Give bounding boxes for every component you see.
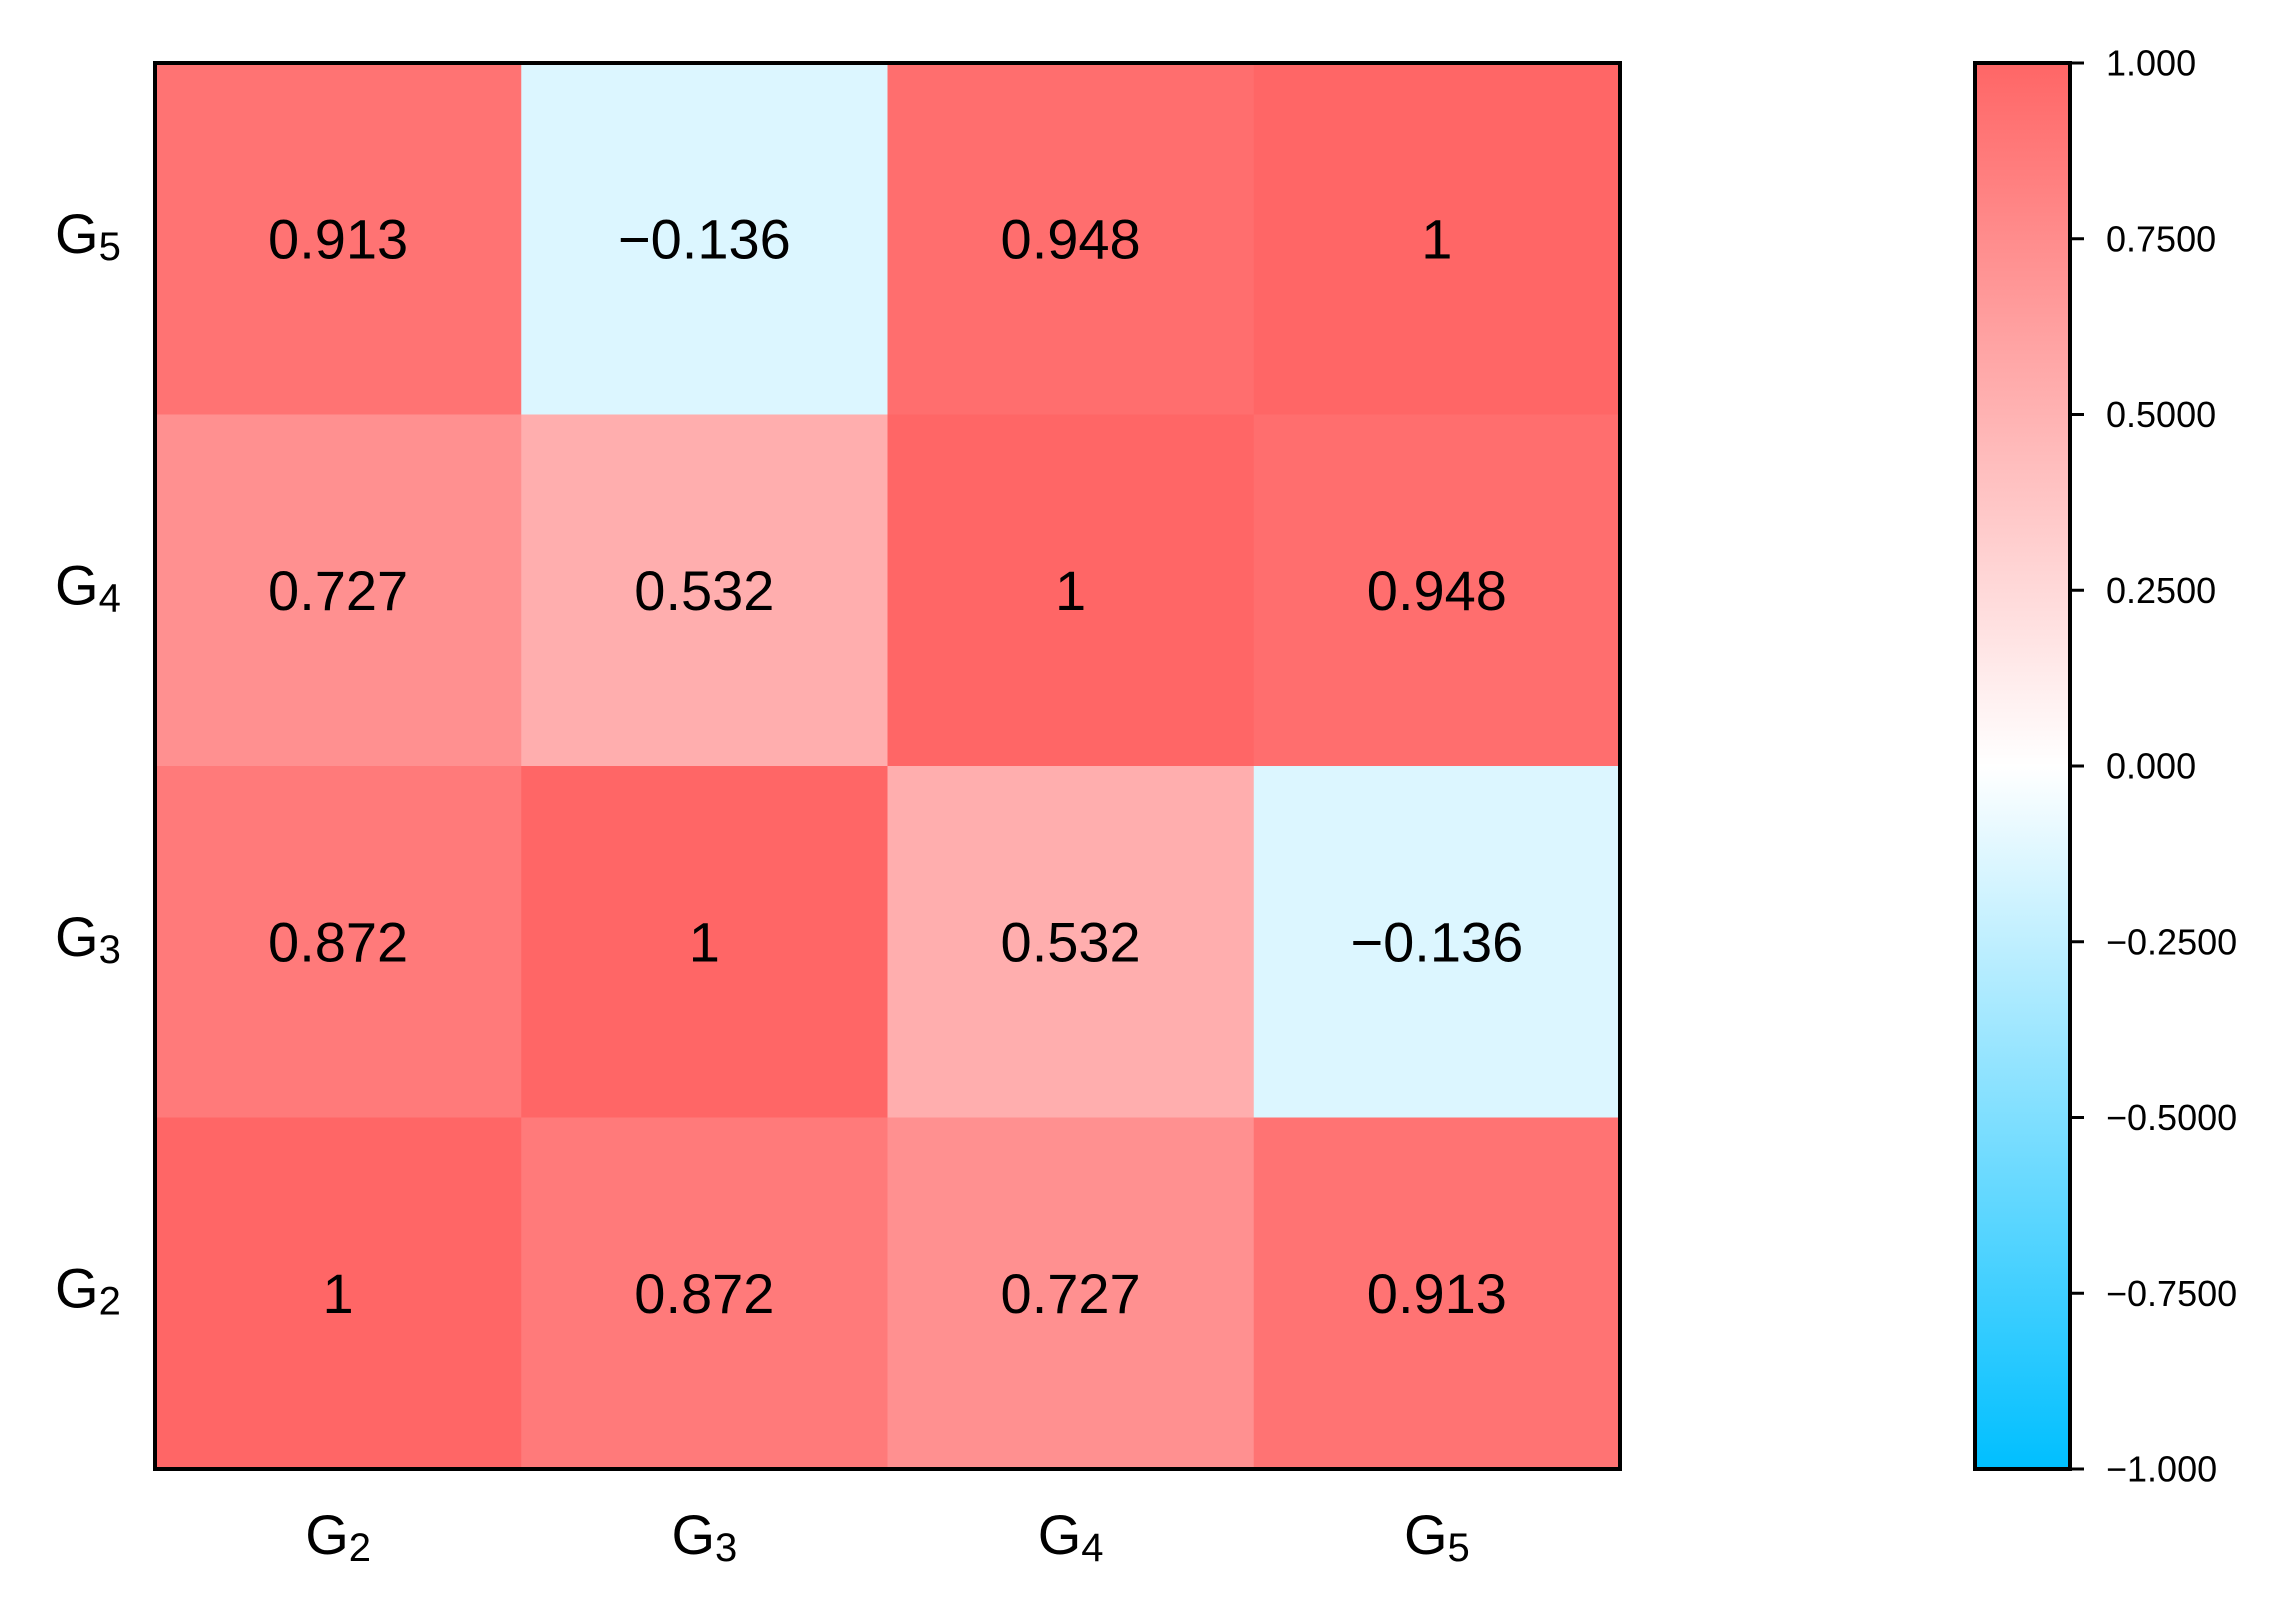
colorbar-tick-label: −0.2500 [2106, 921, 2237, 962]
cell-value-label: −0.136 [1350, 910, 1523, 973]
x-axis-labels: G2 G3 G4 G5 [305, 1503, 1470, 1571]
y-tick-label-base: G [55, 904, 99, 967]
heatmap-cell-r3-c2 [887, 1117, 1255, 1470]
plot-frame [153, 61, 1622, 1471]
x-tick-label-sub: 4 [1081, 1526, 1103, 1570]
colorbar: 1.000 0.7500 0.5000 0.2500 0.000 −0.2500 −0.50… [1973, 43, 2237, 1490]
cell-value-label: 1 [323, 1262, 354, 1325]
colorbar-tick-label: −0.7500 [2106, 1273, 2237, 1314]
colorbar-tick-label: −0.5000 [2106, 1097, 2237, 1138]
colorbar-tick-label: 0.5000 [2106, 394, 2216, 435]
heatmap-cell-r3-c0 [155, 1117, 522, 1470]
x-tick-label: G2 [305, 1503, 371, 1571]
x-tick-label-base: G [671, 1503, 715, 1566]
y-tick-label-base: G [55, 201, 99, 264]
cell-value-label: 1 [1055, 559, 1086, 622]
cell-value-label: 0.872 [634, 1262, 774, 1325]
heatmap-cell-r3-c1 [521, 1117, 888, 1470]
colorbar-tick-label: 1.000 [2106, 43, 2196, 84]
y-tick-label-base: G [55, 553, 99, 616]
heatmap-cell-r3-c3 [1253, 1117, 1621, 1470]
x-tick-label-base: G [305, 1503, 349, 1566]
y-tick-label-base: G [55, 1256, 99, 1319]
x-tick-label: G4 [1038, 1503, 1104, 1571]
colorbar-tick-label: 0.000 [2106, 746, 2196, 787]
cell-value-label: 0.913 [1367, 1262, 1507, 1325]
cell-value-label: 0.948 [1001, 207, 1141, 270]
colorbar-tick-label: −1.000 [2106, 1449, 2217, 1490]
y-tick-label: G4 [55, 553, 121, 621]
colorbar-tick-label: 0.7500 [2106, 218, 2216, 259]
heatmap-cell-r2-c3 [1253, 766, 1621, 1118]
cell-value-label: 0.872 [268, 910, 408, 973]
y-tick-label-sub: 5 [99, 225, 121, 269]
y-tick-label-sub: 4 [99, 576, 121, 620]
x-tick-label-sub: 3 [715, 1526, 737, 1570]
heatmap-cell-r2-c0 [155, 766, 522, 1118]
cell-value-label: 0.727 [268, 559, 408, 622]
heatmap-cells [155, 63, 1621, 1470]
heatmap-cell-labels: 0.913 −0.136 0.948 1 0.727 0.532 1 0.948 0.872 1 0… [268, 207, 1523, 1325]
x-tick-label-sub: 5 [1448, 1526, 1470, 1570]
x-tick-label-base: G [1038, 1503, 1082, 1566]
cell-value-label: 0.913 [268, 207, 408, 270]
y-tick-label-sub: 3 [99, 928, 121, 972]
cell-value-label: −0.136 [618, 207, 791, 270]
heatmap-cell-r0-c1 [521, 63, 888, 415]
y-tick-label: G5 [55, 201, 121, 269]
x-tick-label-base: G [1404, 1503, 1448, 1566]
y-tick-label-sub: 2 [99, 1279, 121, 1323]
colorbar-tick-label: 0.2500 [2106, 570, 2216, 611]
x-tick-label: G5 [1404, 1503, 1470, 1571]
heatmap-cell-r0-c2 [887, 63, 1255, 415]
cell-value-label: 0.948 [1367, 559, 1507, 622]
heatmap-cell-r2-c1 [521, 766, 888, 1118]
heatmap-cell-r1-c3 [1253, 414, 1621, 767]
heatmap-cell-r0-c0 [155, 63, 522, 415]
y-tick-label: G3 [55, 904, 121, 972]
cell-value-label: 1 [689, 910, 720, 973]
heatmap-cell-r1-c0 [155, 414, 522, 767]
heatmap-cell-r2-c2 [887, 766, 1255, 1118]
heatmap-cell-r1-c2 [887, 414, 1255, 767]
cell-value-label: 0.532 [1001, 910, 1141, 973]
x-tick-label: G3 [671, 1503, 737, 1571]
x-tick-label-sub: 2 [349, 1526, 371, 1570]
heatmap-cell-r1-c1 [521, 414, 888, 767]
cell-value-label: 0.532 [634, 559, 774, 622]
cell-value-label: 0.727 [1001, 1262, 1141, 1325]
colorbar-gradient [1973, 61, 2072, 1471]
cell-value-label: 1 [1421, 207, 1452, 270]
heatmap-cell-r0-c3 [1253, 63, 1621, 415]
y-tick-label: G2 [55, 1256, 121, 1324]
